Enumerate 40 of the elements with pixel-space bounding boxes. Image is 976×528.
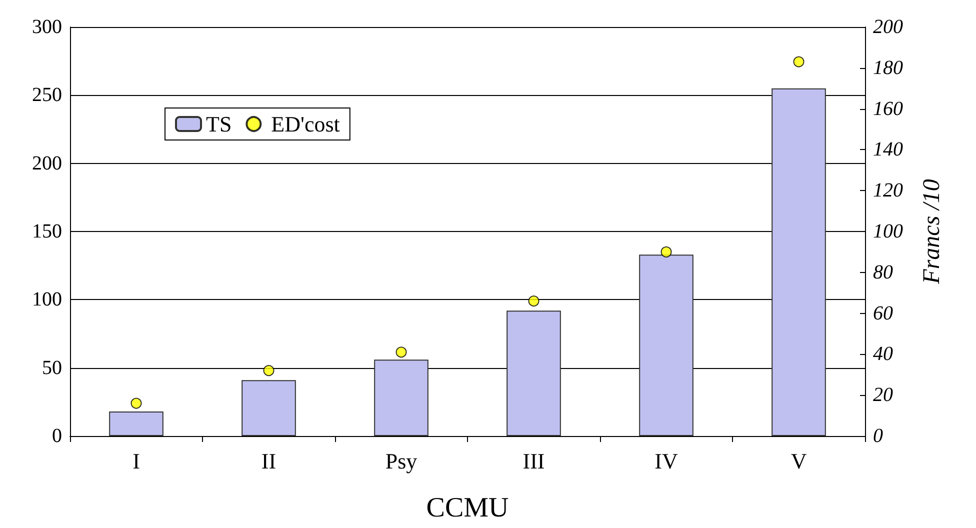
point	[130, 398, 142, 409]
point	[396, 346, 407, 358]
legend-label: ED'cost	[271, 112, 340, 136]
point	[793, 56, 804, 68]
x-tick-label: IV	[654, 448, 678, 474]
bar	[772, 88, 826, 436]
bar	[374, 360, 428, 436]
y-tick-label: 0	[52, 425, 62, 447]
y2-tick-label: 80	[873, 261, 893, 284]
point	[660, 246, 672, 258]
y-tick-label: 250	[32, 84, 62, 106]
y2-tick-label: 200	[873, 16, 903, 38]
x-tick-label: III	[522, 448, 545, 474]
y2-tick-label: 60	[873, 302, 893, 324]
y2-axis-title: Francs /10	[919, 179, 945, 285]
legend-label: TS	[206, 112, 232, 136]
x-tick-label: Psy	[385, 448, 418, 474]
x-tick-label: I	[132, 448, 140, 474]
bar	[242, 380, 296, 436]
y-tick-label: 200	[32, 152, 62, 174]
y2-tick-label: 120	[873, 180, 903, 202]
x-tick-label: II	[261, 448, 276, 474]
y2-tick-label: 40	[873, 343, 893, 366]
y2-tick-label: 180	[873, 56, 903, 79]
bar	[639, 254, 694, 436]
y-tick-label: 150	[32, 220, 62, 242]
y2-tick-label: 160	[873, 98, 903, 120]
x-tick-label: V	[790, 448, 807, 474]
y-tick-label: 300	[32, 16, 62, 38]
bar	[109, 411, 164, 436]
y-tick-label: 100	[32, 288, 62, 311]
y2-tick-label: 140	[873, 138, 903, 161]
y2-tick-label: 100	[873, 220, 903, 242]
y2-tick-label: 20	[873, 384, 893, 406]
y2-tick-label: 0	[873, 425, 883, 447]
x-axis-title: CCMU	[426, 492, 509, 524]
point	[263, 365, 274, 376]
bar	[506, 310, 561, 436]
y-tick-label: 50	[42, 356, 62, 379]
point	[528, 296, 540, 307]
